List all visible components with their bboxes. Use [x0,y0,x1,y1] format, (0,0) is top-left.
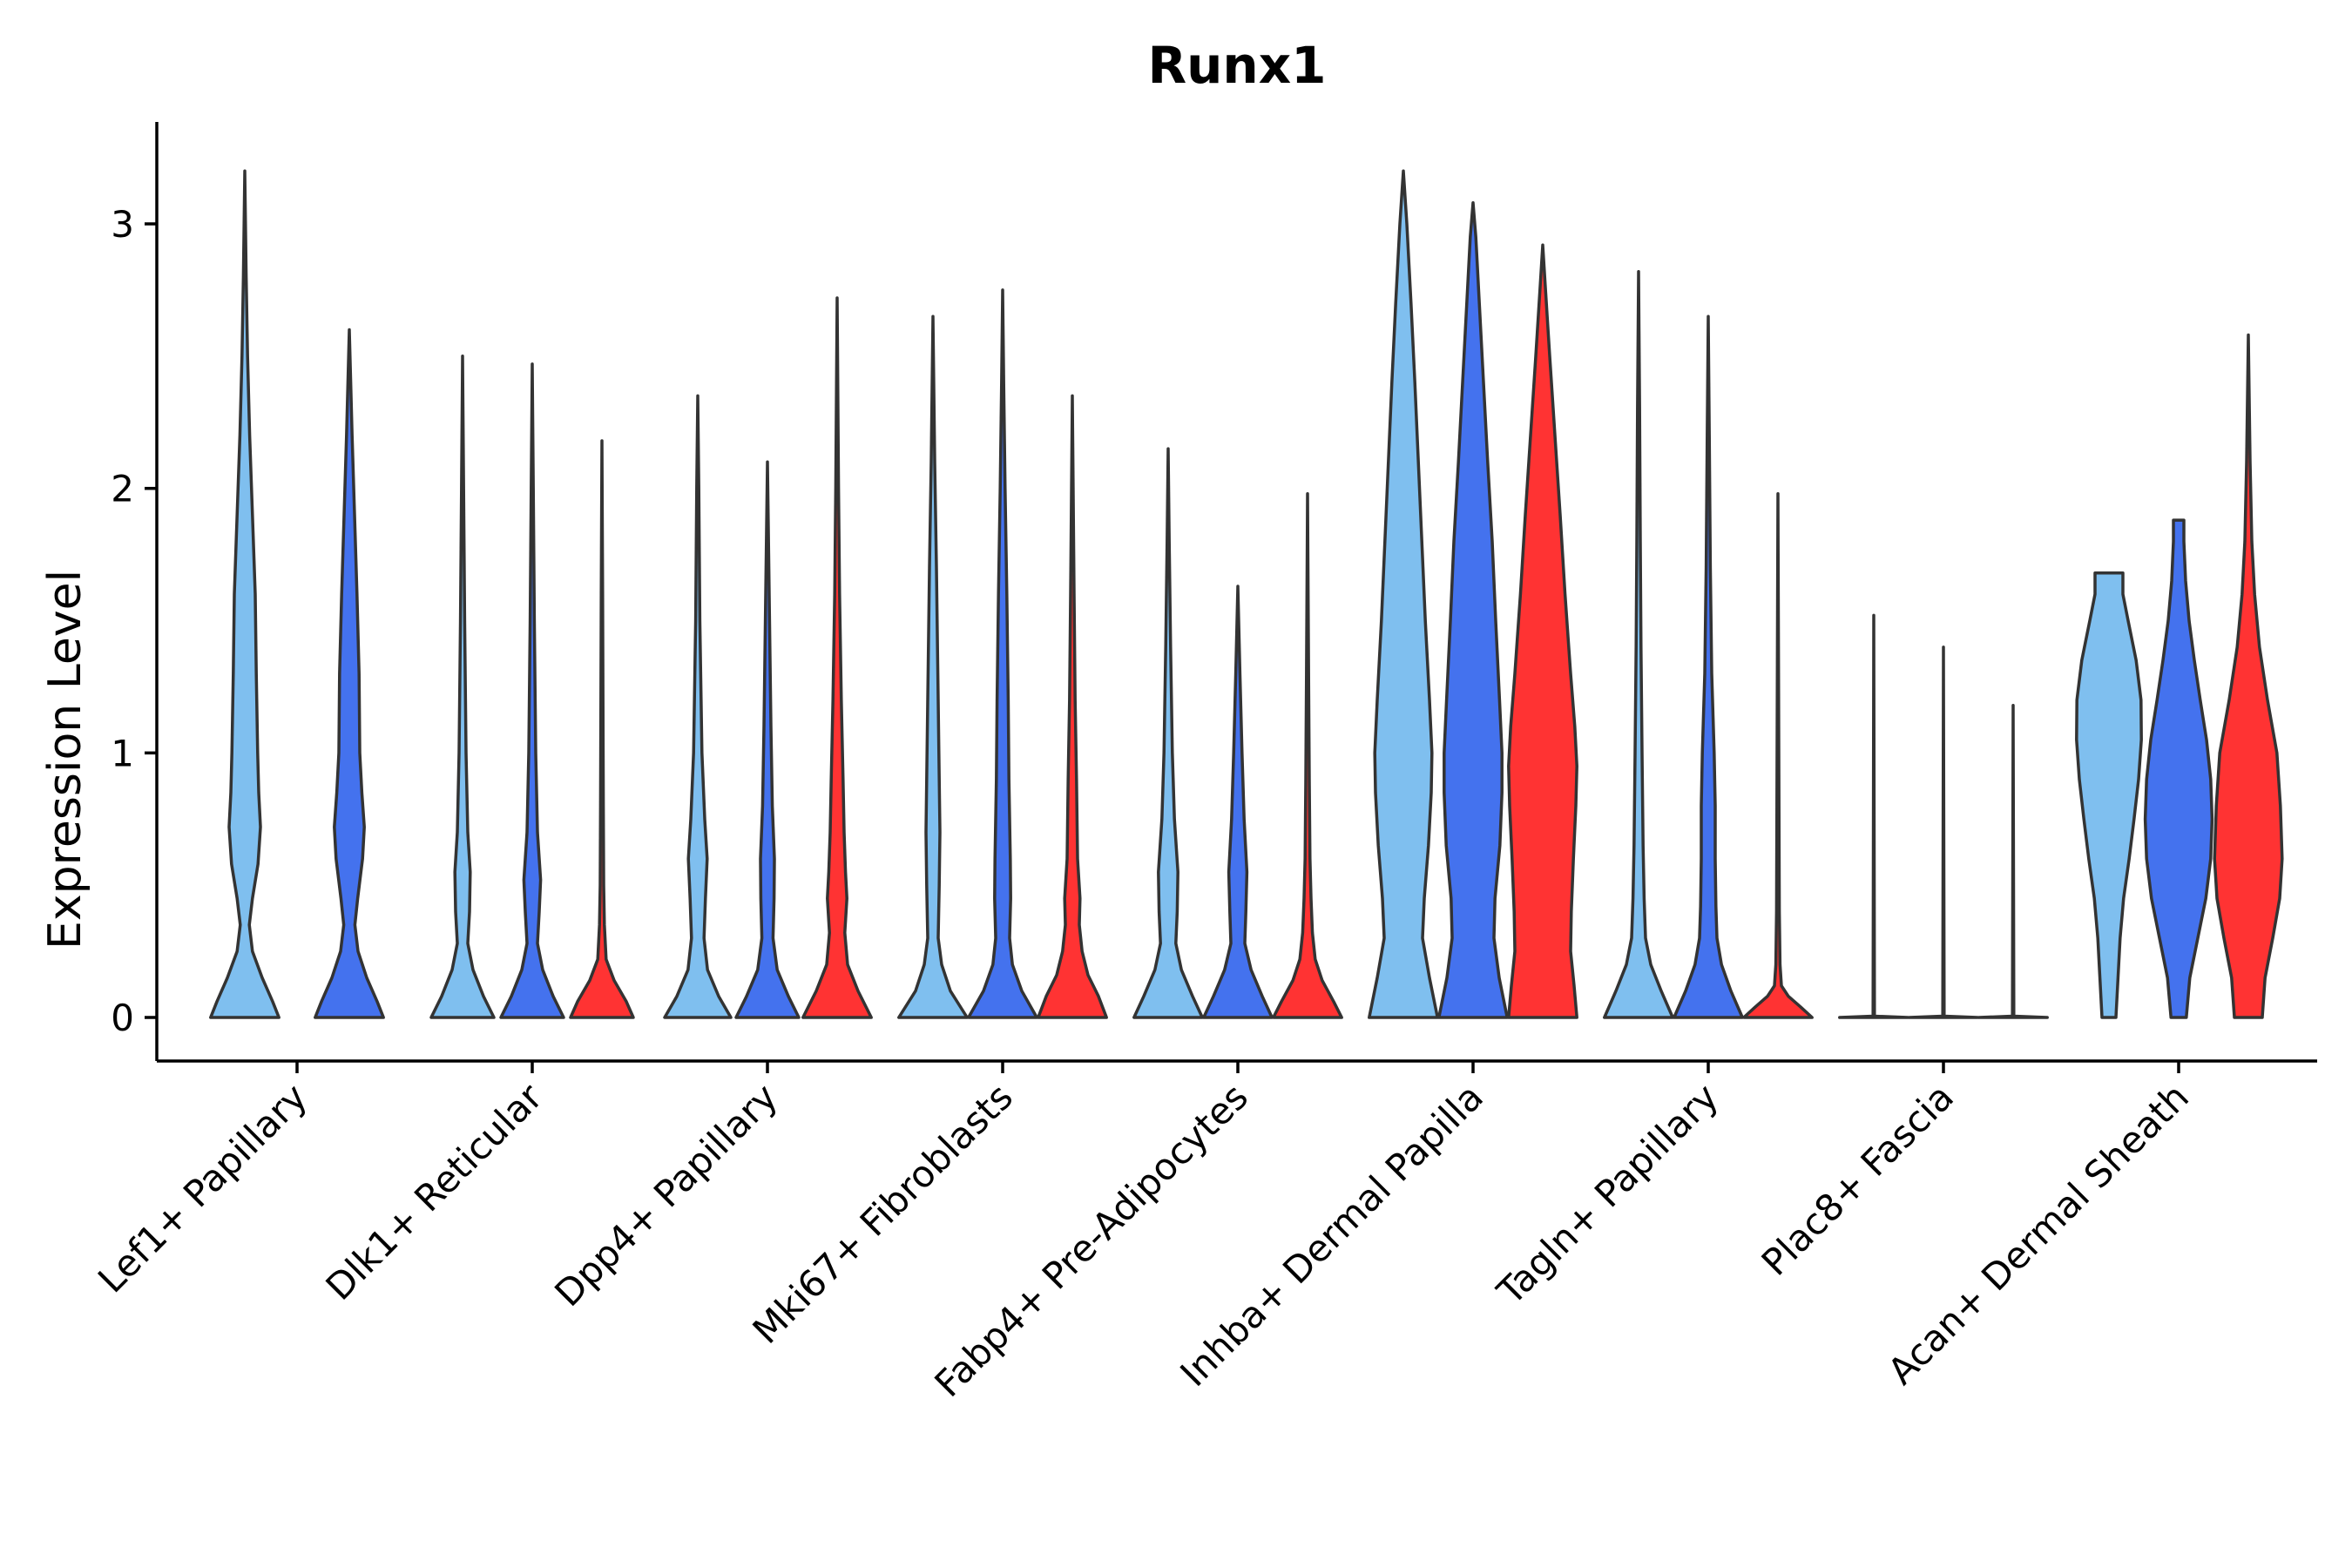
violin-3-1 [967,288,1038,1019]
violin-3-0 [897,314,969,1019]
violin-2-0 [663,394,733,1019]
violin-0-1 [314,328,385,1019]
y-tick-label-3: 3 [111,203,134,246]
axes-layer: 0 1 2 3 Lef1+ Papillary Dlk1+ ReticularDpp4+ … [90,122,2317,1405]
violin-2-1 [734,460,801,1019]
violin-0-0 [209,169,280,1019]
y-tick-label-2: 2 [111,468,134,510]
x-tick-label-7: Plac8+ Fascia [1754,1075,1962,1283]
chart-title: Runx1 [1147,36,1326,95]
x-tick-label-2: Dpp4+ Papillary [546,1075,786,1315]
violin-2-2 [801,296,873,1019]
violin-1-1 [499,362,565,1019]
violin-8-0 [2075,571,2143,1019]
violin-5-0 [1368,169,1439,1019]
violin-3-2 [1037,394,1108,1019]
y-axis-label: Expression Level [39,570,91,950]
y-tick-label-1: 1 [111,732,134,774]
violins-layer [209,169,2284,1019]
x-tick-label-0: Lef1+ Papillary [90,1075,315,1301]
violin-6-0 [1603,269,1674,1019]
violin-7-0 [1838,613,1909,1019]
y-tick-label-0: 0 [111,997,134,1039]
x-tick-label-6: Tagln+ Papillary [1489,1075,1727,1313]
violin-8-1 [2143,518,2214,1019]
x-tick-label-3: Mki67+ Fibroblasts [745,1075,1021,1351]
violin-1-0 [429,355,496,1019]
violin-4-2 [1272,491,1343,1019]
violin-6-1 [1673,314,1744,1019]
x-tick-label-1: Dlk1+ Reticular [318,1075,551,1308]
violin-7-2 [1977,703,2049,1019]
violin-4-0 [1132,447,1204,1019]
violin-6-2 [1742,491,1814,1019]
violin-5-1 [1437,200,1509,1019]
violin-5-2 [1507,243,1578,1019]
violin-8-2 [2213,333,2284,1019]
violin-1-2 [569,439,635,1019]
violin-4-1 [1202,585,1274,1019]
violin-7-1 [1908,645,1979,1019]
